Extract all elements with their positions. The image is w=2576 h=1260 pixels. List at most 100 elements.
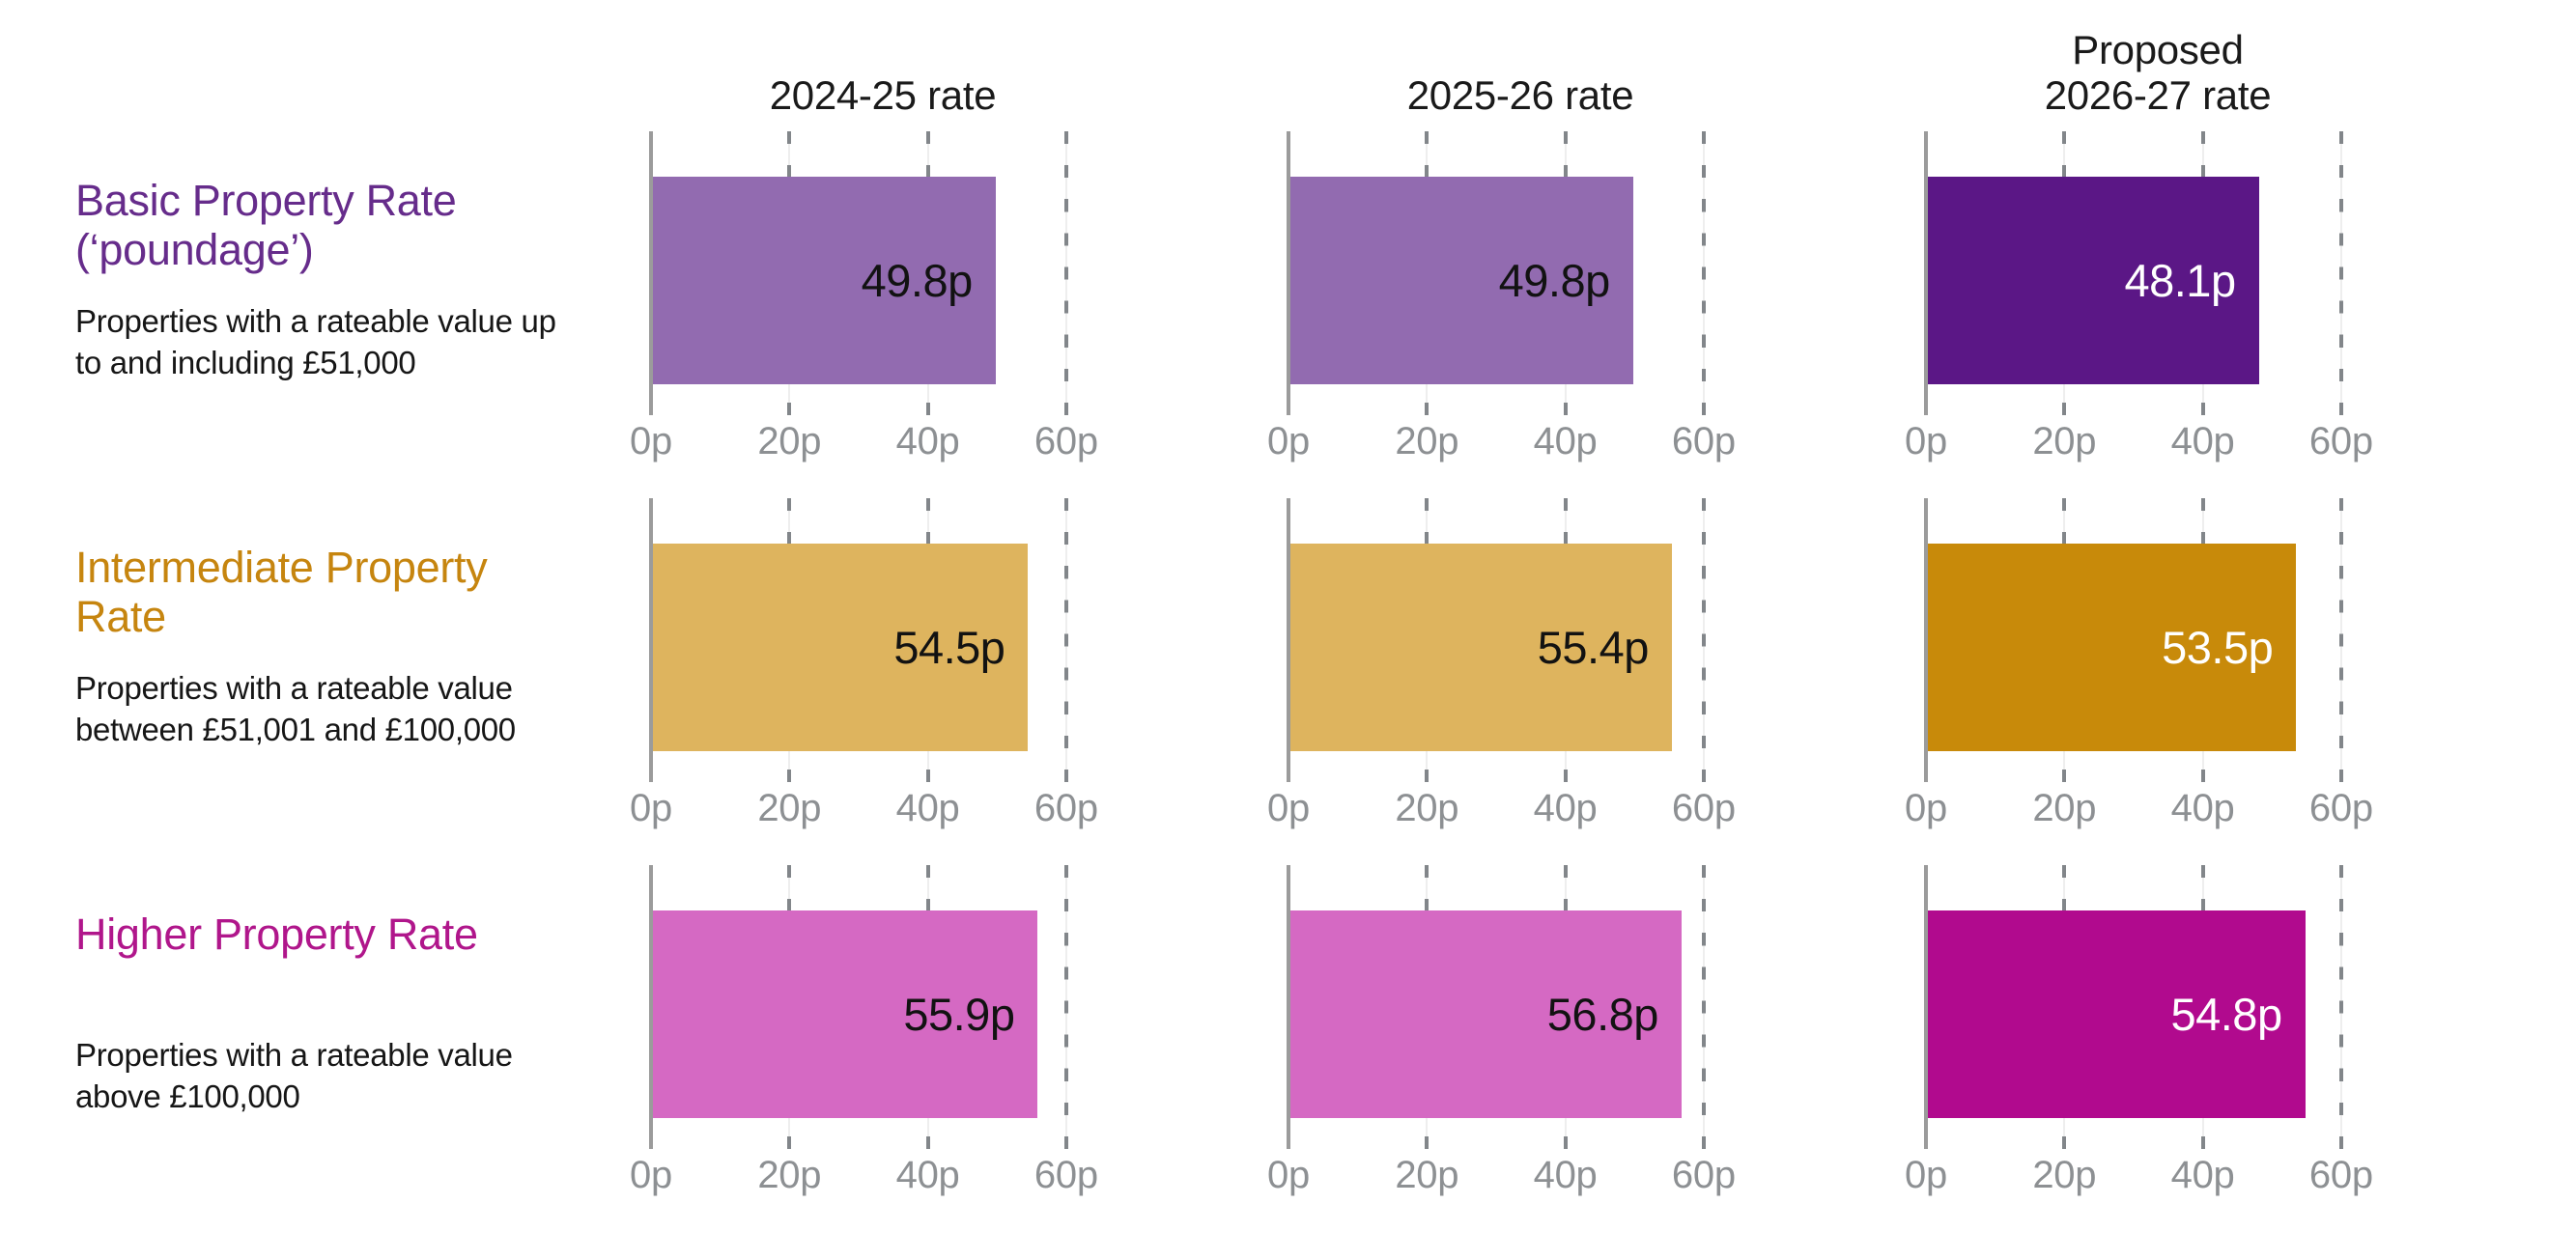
header-spacer [0, 0, 637, 131]
plot-area: 48.1p [1924, 131, 2390, 415]
bar-cell-higher-2024-25: 55.9p 0p 20p 40p 60p [630, 865, 1275, 1232]
row-label-higher: Higher Property Rate Properties with a r… [0, 910, 618, 1118]
column-header-2024-25: 2024-25 rate [769, 71, 997, 118]
plot-area: 54.5p [649, 498, 1115, 782]
row-title-intermediate: Intermediate Property Rate [75, 543, 488, 641]
x-axis-ticks: 0p 20p 40p 60p [1267, 782, 1752, 830]
bar-cell-basic-proposed-2026-27: 48.1p 0p 20p 40p 60p [1905, 131, 2576, 498]
x-tick-label-40p: 40p [2170, 420, 2235, 462]
gridline-60p [1063, 498, 1068, 782]
column-headers: 2024-25 rate 2025-26 rate Proposed 2026-… [0, 0, 2576, 131]
plot-area: 55.4p [1287, 498, 1752, 782]
x-tick-label-40p: 40p [895, 420, 960, 462]
row-title-basic: Basic Property Rate (‘poundage’) [75, 176, 457, 274]
bar-cell-intermediate-2025-26: 55.4p 0p 20p 40p 60p [1267, 498, 1912, 865]
bar-value-label: 54.8p [2170, 989, 2282, 1040]
x-tick-label-0p: 0p [1905, 1154, 1947, 1196]
x-tick-label-20p: 20p [1395, 420, 1459, 462]
column-header-proposed-2026-27: Proposed 2026-27 rate [2044, 26, 2272, 118]
x-tick-label-20p: 20p [1395, 1154, 1459, 1196]
column-header-2025-26: 2025-26 rate [1406, 71, 1634, 118]
x-tick-label-40p: 40p [2170, 787, 2235, 829]
bar-basic-2024-25: 49.8p [651, 177, 996, 384]
x-tick-label-0p: 0p [1267, 420, 1310, 462]
x-tick-label-40p: 40p [1533, 420, 1598, 462]
x-tick-label-20p: 20p [2032, 787, 2097, 829]
y-axis-line [649, 865, 653, 1149]
x-axis-ticks: 0p 20p 40p 60p [1905, 1149, 2390, 1197]
x-tick-label-20p: 20p [2032, 420, 2097, 462]
row-label-basic: Basic Property Rate (‘poundage’) Propert… [0, 176, 618, 384]
gridline-60p [1701, 498, 1706, 782]
plot-area: 53.5p [1924, 498, 2390, 782]
x-tick-label-40p: 40p [895, 787, 960, 829]
bar-cell-basic-2025-26: 49.8p 0p 20p 40p 60p [1267, 131, 1912, 498]
x-tick-label-60p: 60p [2308, 1154, 2373, 1196]
bar-higher-proposed-2026-27: 54.8p [1926, 910, 2306, 1118]
bar-cell-higher-2025-26: 56.8p 0p 20p 40p 60p [1267, 865, 1912, 1232]
y-axis-line [1287, 498, 1290, 782]
bar-higher-2025-26: 56.8p [1288, 910, 1682, 1118]
x-tick-label-40p: 40p [2170, 1154, 2235, 1196]
row-label-intermediate: Intermediate Property Rate Properties wi… [0, 543, 618, 751]
x-tick-label-0p: 0p [630, 420, 672, 462]
x-tick-label-60p: 60p [1671, 420, 1736, 462]
gridline-60p [1701, 131, 1706, 415]
plot-area: 49.8p [649, 131, 1115, 415]
gridline-60p [1701, 865, 1706, 1149]
x-tick-label-40p: 40p [1533, 787, 1598, 829]
x-axis-ticks: 0p 20p 40p 60p [630, 782, 1115, 830]
x-axis-ticks: 0p 20p 40p 60p [1905, 415, 2390, 463]
x-tick-label-20p: 20p [757, 1154, 822, 1196]
x-tick-label-20p: 20p [757, 787, 822, 829]
x-tick-label-60p: 60p [1671, 1154, 1736, 1196]
bar-value-label: 55.9p [903, 989, 1015, 1040]
row-higher-property-rate: Higher Property Rate Properties with a r… [0, 865, 2576, 1232]
bar-intermediate-2025-26: 55.4p [1288, 544, 1672, 751]
gridline-60p [2338, 498, 2343, 782]
y-axis-line [1924, 865, 1928, 1149]
y-axis-line [1287, 131, 1290, 415]
gridline-60p [1063, 131, 1068, 415]
y-axis-line [1287, 865, 1290, 1149]
gridline-60p [2338, 865, 2343, 1149]
gridline-60p [2338, 131, 2343, 415]
bar-value-label: 49.8p [861, 255, 974, 306]
row-description-intermediate: Properties with a rateable value between… [75, 670, 516, 748]
bar-value-label: 53.5p [2162, 622, 2274, 673]
x-axis-ticks: 0p 20p 40p 60p [1267, 1149, 1752, 1197]
gridline-60p [1063, 865, 1068, 1149]
plot-area: 56.8p [1287, 865, 1752, 1149]
x-tick-label-0p: 0p [630, 787, 672, 829]
x-tick-label-20p: 20p [2032, 1154, 2097, 1196]
row-description-basic: Properties with a rateable value up to a… [75, 303, 556, 381]
row-basic-property-rate: Basic Property Rate (‘poundage’) Propert… [0, 131, 2576, 498]
bar-basic-2025-26: 49.8p [1288, 177, 1633, 384]
x-tick-label-60p: 60p [1033, 1154, 1098, 1196]
x-tick-label-20p: 20p [1395, 787, 1459, 829]
bar-value-label: 54.5p [893, 622, 1005, 673]
bar-value-label: 56.8p [1546, 989, 1659, 1040]
row-intermediate-property-rate: Intermediate Property Rate Properties wi… [0, 498, 2576, 865]
bar-value-label: 55.4p [1537, 622, 1650, 673]
y-axis-line [649, 498, 653, 782]
y-axis-line [1924, 131, 1928, 415]
bar-value-label: 48.1p [2124, 255, 2236, 306]
bar-cell-intermediate-proposed-2026-27: 53.5p 0p 20p 40p 60p [1905, 498, 2576, 865]
bar-cell-intermediate-2024-25: 54.5p 0p 20p 40p 60p [630, 498, 1275, 865]
bar-cell-basic-2024-25: 49.8p 0p 20p 40p 60p [630, 131, 1275, 498]
x-tick-label-0p: 0p [630, 1154, 672, 1196]
x-tick-label-0p: 0p [1905, 420, 1947, 462]
x-axis-ticks: 0p 20p 40p 60p [630, 1149, 1115, 1197]
x-tick-label-0p: 0p [1905, 787, 1947, 829]
bar-intermediate-2024-25: 54.5p [651, 544, 1029, 751]
plot-area: 54.8p [1924, 865, 2390, 1149]
y-axis-line [649, 131, 653, 415]
x-tick-label-0p: 0p [1267, 1154, 1310, 1196]
y-axis-line [1924, 498, 1928, 782]
bar-cell-higher-proposed-2026-27: 54.8p 0p 20p 40p 60p [1905, 865, 2576, 1232]
row-title-higher: Higher Property Rate [75, 910, 478, 959]
x-tick-label-40p: 40p [1533, 1154, 1598, 1196]
x-tick-label-40p: 40p [895, 1154, 960, 1196]
